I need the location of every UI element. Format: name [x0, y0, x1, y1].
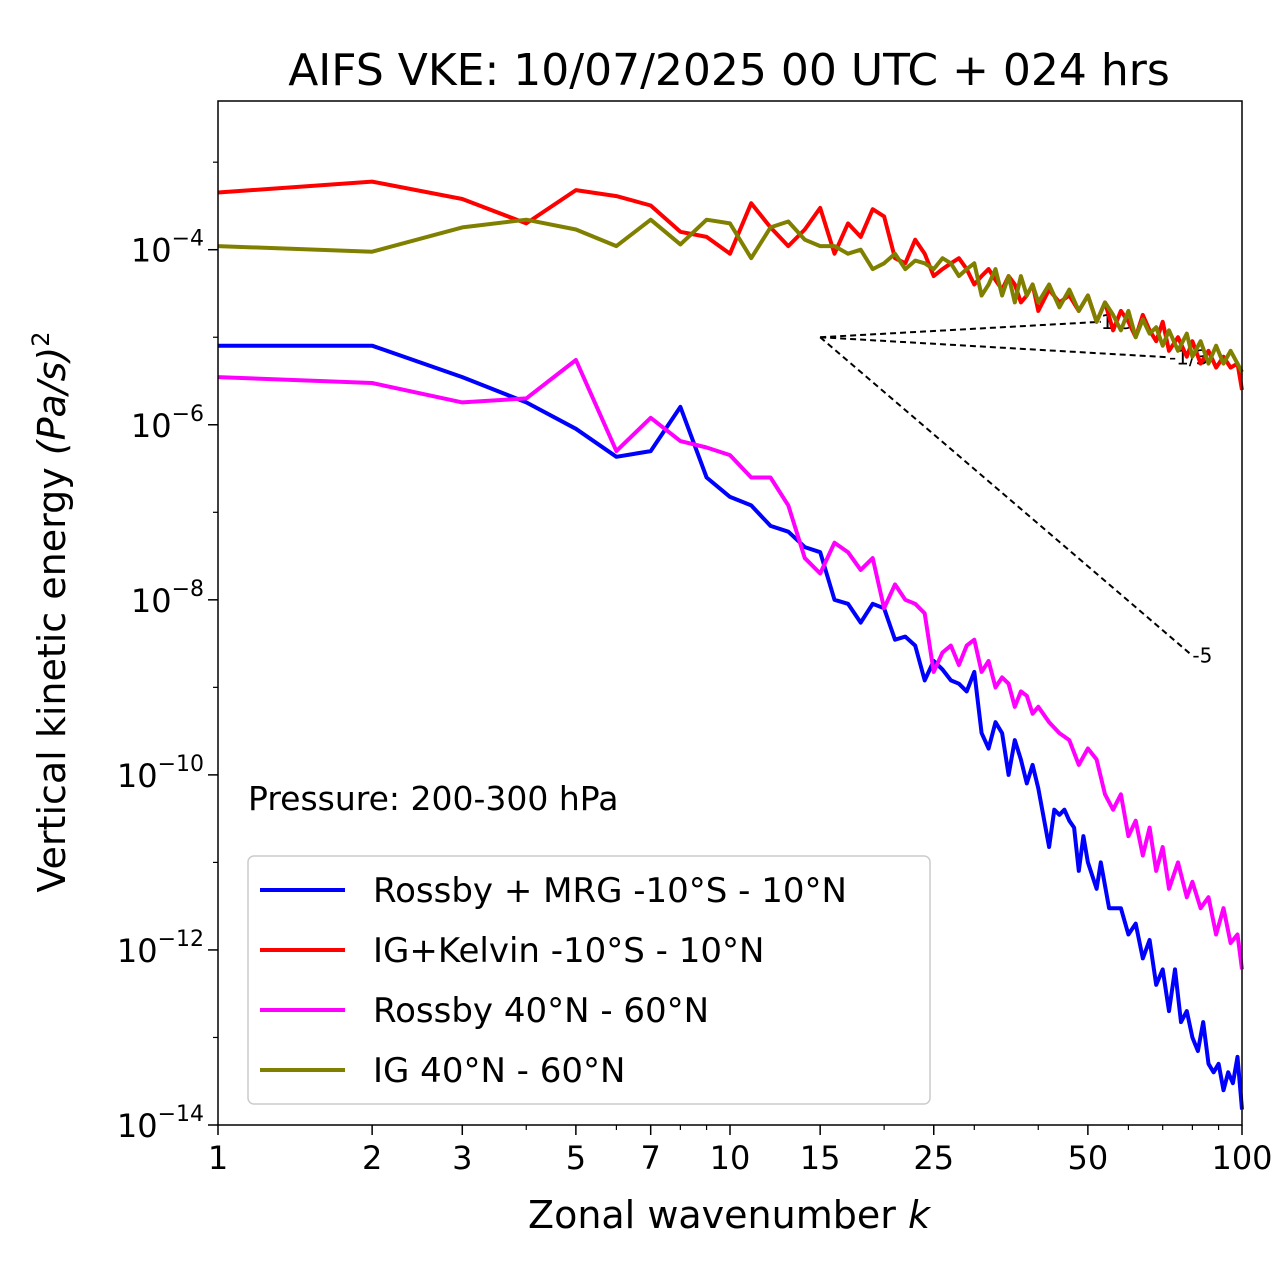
legend-label-0: Rossby + MRG -10°S - 10°N [373, 871, 847, 911]
legend-label-1: IG+Kelvin -10°S - 10°N [373, 931, 764, 971]
pressure-annotation: Pressure: 200-300 hPa [248, 779, 618, 818]
x-tick-label-2: 3 [452, 1139, 472, 1177]
slope-line-0 [820, 320, 1101, 339]
legend-box [247, 855, 931, 1105]
series-lines [217, 179, 1244, 1110]
x-tick-label-0: 1 [208, 1139, 228, 1177]
series-line-0 [218, 343, 1244, 1110]
x-tick-label-4: 7 [641, 1139, 661, 1177]
series-line-2 [217, 358, 1244, 970]
x-tick-label-8: 50 [1068, 1139, 1109, 1177]
y-tick-label-5: 10−14 [117, 1102, 204, 1145]
chart-title: AIFS VKE: 10/07/2025 00 UTC + 024 hrs [288, 45, 1170, 96]
slope-label-2: -5 [1192, 644, 1212, 668]
y-tick-label-0: 10−4 [131, 227, 204, 270]
slope-line-1 [820, 336, 1170, 359]
slope-line-2 [819, 336, 1194, 657]
y-tick-label-4: 10−12 [117, 927, 204, 970]
x-tick-label-9: 100 [1211, 1139, 1272, 1177]
x-tick-label-1: 2 [362, 1139, 382, 1177]
x-tick-label-7: 25 [913, 1139, 954, 1177]
x-tick-label-3: 5 [566, 1139, 586, 1177]
slope-reference-lines: 1/3-1/3-5 [819, 310, 1212, 668]
x-axis-label: Zonal wavenumber k [528, 1193, 932, 1237]
series-line-1 [217, 179, 1244, 391]
legend-label-3: IG 40°N - 60°N [373, 1051, 625, 1091]
y-tick-label-1: 10−6 [131, 402, 204, 445]
chart-legend: Rossby + MRG -10°S - 10°N IG+Kelvin -10°S… [247, 855, 931, 1105]
series-line-3 [217, 217, 1244, 374]
x-axis-ticks: 1 2 3 5 7 10 15 25 50 100 [208, 1125, 1273, 1177]
y-axis-label: Vertical kinetic energy (Pa/s)2 [27, 332, 74, 893]
x-tick-label-5: 10 [710, 1139, 751, 1177]
y-tick-label-2: 10−8 [131, 577, 204, 620]
x-tick-label-6: 15 [800, 1139, 841, 1177]
y-axis-ticks: 10−4 10−6 10−8 10−10 10−12 10−14 [117, 161, 218, 1145]
legend-label-2: Rossby 40°N - 60°N [373, 991, 709, 1031]
y-tick-label-3: 10−10 [117, 752, 204, 795]
